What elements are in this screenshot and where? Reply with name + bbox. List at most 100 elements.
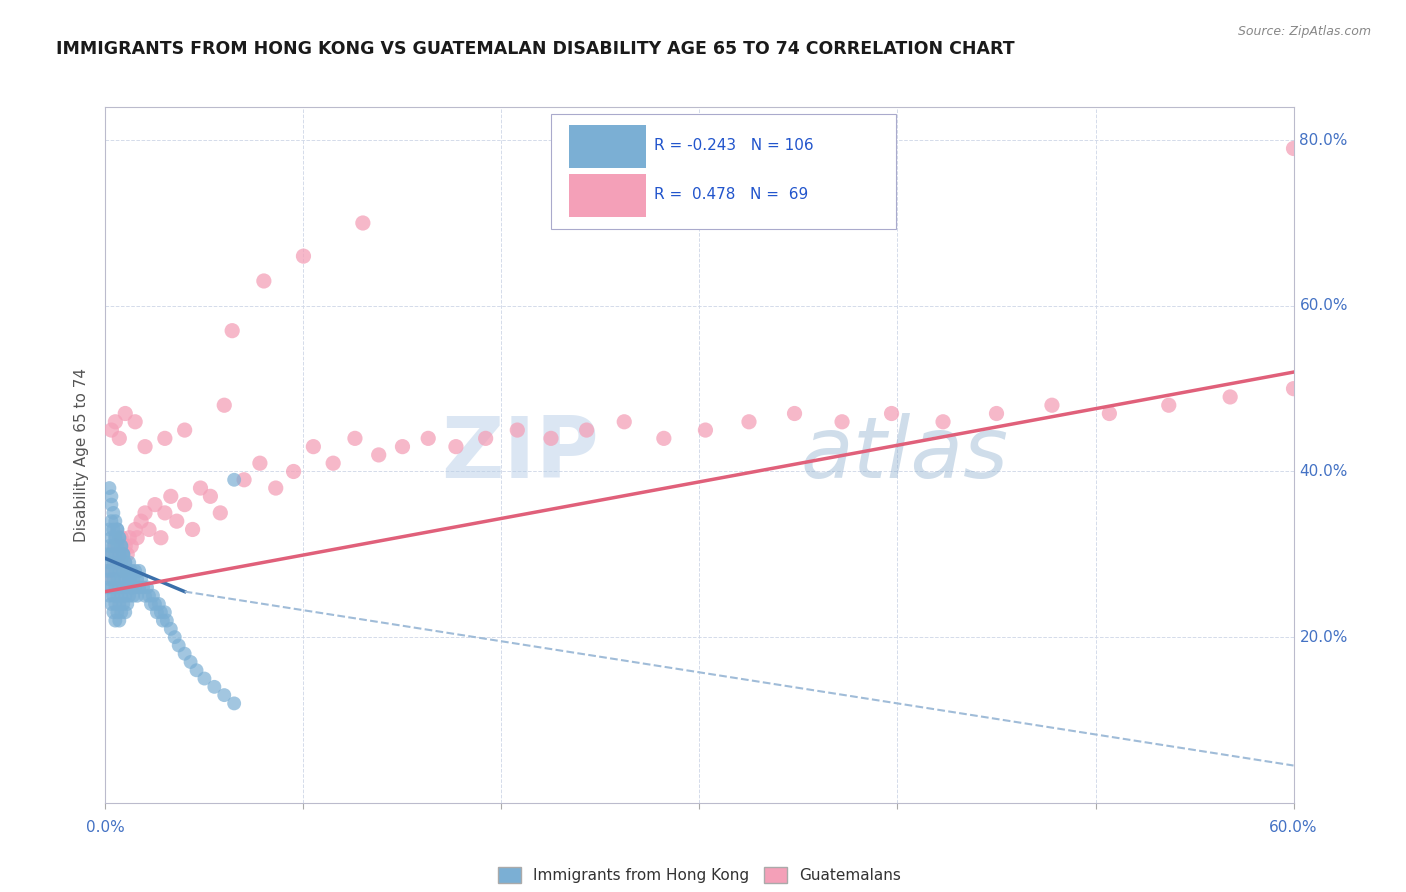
Point xyxy=(932,415,955,429)
Point xyxy=(146,605,169,619)
Point xyxy=(120,581,142,595)
Point xyxy=(110,572,132,586)
Point xyxy=(880,407,903,421)
Point xyxy=(120,539,142,553)
Text: 0.0%: 0.0% xyxy=(86,821,125,835)
Point xyxy=(831,415,853,429)
Point xyxy=(181,523,204,537)
Point xyxy=(695,423,717,437)
Point xyxy=(156,614,179,628)
Point xyxy=(105,556,128,570)
Point xyxy=(124,523,146,537)
Point xyxy=(202,680,225,694)
Text: ZIP: ZIP xyxy=(440,413,599,497)
Point xyxy=(100,514,122,528)
Point xyxy=(104,547,127,561)
Point xyxy=(138,589,160,603)
Text: 80.0%: 80.0% xyxy=(1299,133,1348,148)
Point xyxy=(110,539,132,553)
Point xyxy=(98,481,121,495)
Text: 60.0%: 60.0% xyxy=(1299,298,1348,313)
Point xyxy=(233,473,256,487)
Point xyxy=(738,415,761,429)
Point xyxy=(1282,141,1305,155)
Point xyxy=(114,539,136,553)
Point xyxy=(108,531,131,545)
Point xyxy=(104,539,127,553)
FancyBboxPatch shape xyxy=(569,125,645,169)
Point xyxy=(124,581,146,595)
Point xyxy=(108,547,131,561)
Point xyxy=(98,523,121,537)
Point xyxy=(190,481,212,495)
Point xyxy=(103,605,125,619)
Point xyxy=(444,440,467,454)
Text: R = -0.243   N = 106: R = -0.243 N = 106 xyxy=(654,137,814,153)
Point xyxy=(128,564,150,578)
Point xyxy=(124,415,146,429)
Point xyxy=(180,655,202,669)
Point xyxy=(264,481,287,495)
Point xyxy=(114,556,136,570)
Point xyxy=(221,324,243,338)
Point xyxy=(96,564,118,578)
FancyBboxPatch shape xyxy=(569,174,645,217)
Point xyxy=(224,473,246,487)
Point xyxy=(96,581,118,595)
Point xyxy=(103,572,125,586)
Point xyxy=(122,572,145,586)
Point xyxy=(112,564,135,578)
Point xyxy=(153,431,176,445)
Point xyxy=(108,547,131,561)
Point xyxy=(134,440,156,454)
Point xyxy=(100,547,122,561)
Point xyxy=(613,415,636,429)
Point xyxy=(173,647,195,661)
Point xyxy=(167,639,190,653)
Point xyxy=(112,547,135,561)
Point xyxy=(108,614,131,628)
Point xyxy=(108,531,131,545)
Point xyxy=(132,581,155,595)
Point xyxy=(127,572,149,586)
Point xyxy=(302,440,325,454)
Point xyxy=(114,556,136,570)
Point xyxy=(129,572,152,586)
Point xyxy=(143,597,166,611)
Point xyxy=(1157,398,1180,412)
Legend: Immigrants from Hong Kong, Guatemalans: Immigrants from Hong Kong, Guatemalans xyxy=(492,861,907,889)
Point xyxy=(110,605,132,619)
Point xyxy=(139,597,162,611)
Point xyxy=(128,581,150,595)
Point xyxy=(112,547,135,561)
Point xyxy=(96,547,118,561)
Point xyxy=(120,581,142,595)
Point xyxy=(98,556,121,570)
Point xyxy=(100,597,122,611)
Point xyxy=(115,581,138,595)
Point xyxy=(103,589,125,603)
Point xyxy=(118,589,141,603)
Point xyxy=(163,630,186,644)
Text: IMMIGRANTS FROM HONG KONG VS GUATEMALAN DISABILITY AGE 65 TO 74 CORRELATION CHAR: IMMIGRANTS FROM HONG KONG VS GUATEMALAN … xyxy=(56,40,1015,58)
Point xyxy=(115,564,138,578)
Point xyxy=(166,514,188,528)
Point xyxy=(100,423,122,437)
Point xyxy=(105,572,128,586)
Point xyxy=(209,506,232,520)
Point xyxy=(173,498,195,512)
Point xyxy=(214,398,236,412)
Point xyxy=(108,564,131,578)
Point xyxy=(283,465,305,479)
Point xyxy=(104,531,127,545)
Point xyxy=(108,581,131,595)
Point xyxy=(114,407,136,421)
Point xyxy=(138,523,160,537)
Point xyxy=(149,531,172,545)
Point xyxy=(120,564,142,578)
Point xyxy=(108,597,131,611)
Point xyxy=(100,564,122,578)
Point xyxy=(124,564,146,578)
Point xyxy=(105,589,128,603)
Point xyxy=(474,431,496,445)
